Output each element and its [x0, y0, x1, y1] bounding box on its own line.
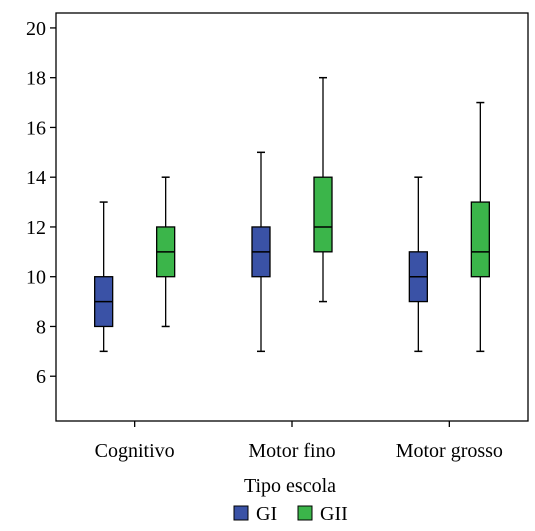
boxes-layer — [94, 76, 490, 353]
x-axis-title: Tipo escola — [244, 475, 336, 497]
legend-swatch-GII — [297, 505, 313, 521]
x-tick-label: Motor fino — [248, 440, 335, 462]
box-GI-Motor fino — [251, 151, 271, 353]
box-GII-Motor grosso — [470, 101, 490, 353]
box-GI-Cognitivo — [94, 201, 114, 353]
x-tick-label: Motor grosso — [396, 440, 503, 462]
legend-label-GII: GII — [320, 503, 348, 525]
y-tick-label: 16 — [26, 117, 46, 139]
y-tick-label: 20 — [26, 18, 46, 40]
legend: GI GII — [233, 503, 348, 525]
y-tick-label: 6 — [36, 366, 46, 388]
y-tick-label: 8 — [36, 316, 46, 338]
box-rect — [313, 176, 333, 253]
y-tick-label: 12 — [26, 217, 46, 239]
legend-swatch-GI — [233, 505, 249, 521]
y-tick-label: 14 — [26, 167, 46, 189]
legend-label-GI: GI — [256, 503, 277, 525]
y-axis: 6 8 10 12 14 16 18 20 — [26, 18, 56, 388]
box-rect — [470, 201, 490, 278]
box-GI-Motor grosso — [408, 176, 428, 353]
y-tick-label: 10 — [26, 267, 46, 289]
x-tick-label: Cognitivo — [95, 440, 175, 462]
x-axis: Cognitivo Motor fino Motor grosso — [95, 421, 503, 462]
box-GII-Cognitivo — [156, 176, 176, 328]
plot-frame — [55, 12, 529, 422]
y-tick-label: 18 — [26, 68, 46, 90]
box-GII-Motor fino — [313, 76, 333, 303]
